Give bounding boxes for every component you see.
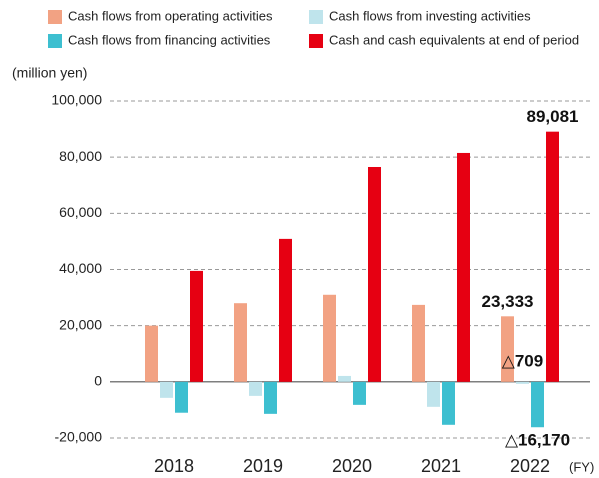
y-tick-label: 20,000: [59, 316, 102, 332]
bar: [338, 375, 351, 382]
x-tick-label: 2021: [421, 456, 461, 476]
x-tick-label: 2019: [243, 456, 283, 476]
legend-label: Cash and cash equivalents at end of peri…: [329, 32, 579, 47]
bar: [190, 270, 203, 382]
value-label: △16,170: [505, 431, 570, 450]
y-tick-label: -20,000: [55, 429, 103, 445]
bar: [279, 238, 292, 382]
bar: [457, 152, 470, 382]
y-tick-label: 80,000: [59, 148, 102, 164]
legend-swatch: [48, 34, 62, 48]
legend-swatch: [309, 10, 323, 24]
value-label: 23,333: [482, 292, 534, 311]
bar: [234, 303, 247, 382]
bar: [264, 381, 277, 414]
x-axis-label: (FY): [569, 459, 594, 474]
y-tick-label: 60,000: [59, 204, 102, 220]
bar: [368, 166, 381, 382]
bar: [249, 381, 262, 396]
x-tick-label: 2018: [154, 456, 194, 476]
x-tick-label: 2020: [332, 456, 372, 476]
y-axis-label: (million yen): [12, 65, 87, 81]
bar: [427, 381, 440, 407]
bar: [531, 381, 544, 428]
y-tick-label: 0: [94, 373, 102, 389]
bar: [501, 316, 514, 382]
value-label: △709: [502, 351, 543, 370]
y-tick-label: 40,000: [59, 260, 102, 276]
bar: [145, 325, 158, 382]
bar: [323, 294, 336, 382]
bar: [516, 381, 529, 384]
legend-label: Cash flows from operating activities: [68, 8, 273, 23]
legend-label: Cash flows from financing activities: [68, 32, 271, 47]
legend-swatch: [309, 34, 323, 48]
bar: [353, 381, 366, 405]
legend-swatch: [48, 10, 62, 24]
value-label: 89,081: [527, 107, 579, 126]
bar: [412, 304, 425, 382]
bar: [442, 381, 455, 425]
legend-label: Cash flows from investing activities: [329, 8, 531, 23]
bar: [175, 381, 188, 413]
x-tick-label: 2022: [510, 456, 550, 476]
bar: [546, 131, 559, 382]
bar: [160, 381, 173, 398]
y-tick-label: 100,000: [51, 92, 102, 108]
